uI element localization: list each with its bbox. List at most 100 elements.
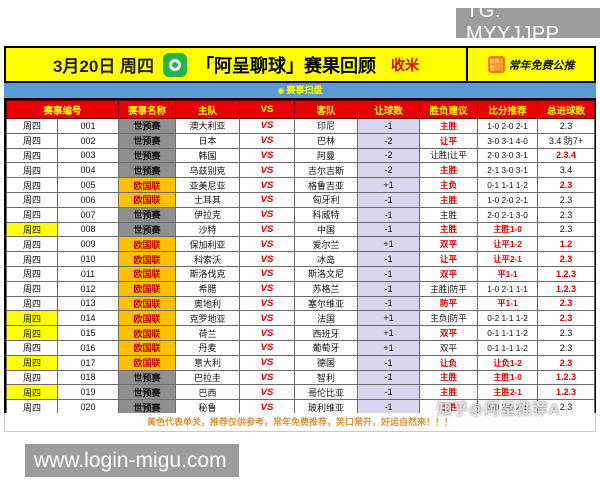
table-row: 周四 012 欧国联 希腊 VS 苏格兰 -1 主胜|防平 1-0 2-1 1-1 1.2.3 <box>6 280 596 297</box>
table-row: 周四 011 欧国联 斯洛伐克 VS 斯洛文尼 -1 双平 平1-1 1.2.3 <box>6 265 596 282</box>
cell-number: 009 <box>56 236 120 253</box>
cell-total-goals: 2.3 <box>537 251 596 267</box>
cell-day: 周四 <box>6 221 58 238</box>
title-banner: 3月20日 周四 「阿呈聊球」赛果回顾 收米 公众号 常年免费公推 <box>4 46 596 83</box>
cell-day: 周四 <box>6 339 58 356</box>
cell-away-team: 苏格兰 <box>294 280 359 297</box>
table-row: 周四 015 欧国联 荷兰 VS 西班牙 +1 双平 0-1 1-1 1-2 2.3 <box>6 325 596 341</box>
app-logo-icon <box>163 52 188 77</box>
cell-number: 017 <box>56 354 120 371</box>
official-account-text: 常年免费公推 <box>508 59 575 72</box>
cell-advice: 主胜 <box>419 118 479 134</box>
cell-score-tip: 平1-1 <box>477 265 539 282</box>
cell-day: 周四 <box>6 206 58 223</box>
cell-day: 周四 <box>6 369 58 386</box>
header-total-goals: 总进球数 <box>537 100 596 119</box>
cell-number: 016 <box>56 339 120 356</box>
cell-total-goals: 2.3 <box>537 118 596 134</box>
cell-number: 005 <box>56 177 120 193</box>
cell-number: 003 <box>56 147 120 164</box>
cell-score-tip: 0-1 1-1 1-2 <box>477 177 539 193</box>
swirl-glyph <box>169 58 182 71</box>
cell-away-team: 阿曼 <box>294 147 359 164</box>
vs-label: VS <box>239 162 296 179</box>
vs-label: VS <box>239 280 296 297</box>
cell-score-tip: 1-0 2-1 1-1 <box>477 280 539 297</box>
cell-score-tip: 0-2 1-1 1-2 <box>477 310 539 327</box>
cell-advice: 主胜 <box>419 191 479 208</box>
cell-total-goals: 2.3 <box>537 221 596 238</box>
table-row: 周四 007 世预赛 伊拉克 VS 科威特 -1 主胜 2-0 2-1 3-0 2.3 <box>6 206 596 223</box>
cell-handicap: -2 <box>357 162 421 179</box>
cell-away-team: 格鲁吉亚 <box>294 177 359 193</box>
cell-total-goals: 3.4 防7+ <box>537 132 596 149</box>
table-row: 周四 005 欧国联 亚美尼亚 VS 格鲁吉亚 +1 主负 0-1 1-1 1-2 2.3 <box>6 177 596 193</box>
vs-label: VS <box>239 339 296 356</box>
cell-advice: 让负 <box>419 354 479 371</box>
cell-total-goals: 1.2.3 <box>537 265 596 282</box>
cell-advice: 让平 <box>419 132 479 149</box>
cell-league: 世预赛 <box>118 162 177 179</box>
vs-label: VS <box>239 177 296 193</box>
cell-day: 周四 <box>6 251 58 267</box>
vs-label: VS <box>239 118 296 134</box>
table-row: 周四 014 欧国联 克罗地亚 VS 法国 +1 主负|防平 0-2 1-1 1-2 2.3 <box>6 310 596 327</box>
cell-league: 欧国联 <box>118 177 177 193</box>
header-score-tip: 比分推荐 <box>477 100 539 119</box>
cell-away-team: 中国 <box>294 221 359 238</box>
shoumi-tag: 收米 <box>391 56 420 73</box>
table-row: 周四 020 世预赛 秘鲁 VS 玻利维亚 -1 主胜 1-0 2-0 2-1 2.3 <box>6 399 596 415</box>
cell-day: 周四 <box>6 265 58 282</box>
cell-advice: 让平 <box>419 251 479 267</box>
cell-away-team: 吉尔吉斯 <box>294 162 359 179</box>
cell-home-team: 科索沃 <box>175 251 241 267</box>
table-row: 周四 013 欧国联 奥地利 VS 塞尔维亚 -1 防平 平1-1 2.3 <box>6 295 596 312</box>
cell-league: 世预赛 <box>118 206 177 223</box>
cell-advice: 双平 <box>419 339 479 356</box>
cell-day: 周四 <box>6 354 58 371</box>
vs-label: VS <box>239 147 296 164</box>
cell-day: 周四 <box>6 191 58 208</box>
vs-label: VS <box>239 325 296 341</box>
cell-league: 欧国联 <box>118 280 177 297</box>
cell-number: 002 <box>56 132 120 149</box>
cell-number: 014 <box>56 310 120 327</box>
cell-advice: 双平 <box>419 325 479 341</box>
cell-total-goals: 1.2 <box>537 236 596 253</box>
cell-day: 周四 <box>6 280 58 297</box>
zhihu-watermark: 知乎@阿呈推荐A <box>437 401 561 418</box>
cell-league: 世预赛 <box>118 369 177 386</box>
cell-number: 020 <box>56 399 120 415</box>
cell-handicap: -1 <box>357 265 421 282</box>
cell-day: 周四 <box>6 162 58 179</box>
table-row: 周四 017 欧国联 意大利 VS 德国 -1 让负 让负1-2 2.3 <box>6 354 596 371</box>
site-watermark: www.login-migu.com <box>25 444 239 477</box>
cell-away-team: 印尼 <box>294 118 359 134</box>
cell-number: 010 <box>56 251 120 267</box>
cell-handicap: -1 <box>357 206 421 223</box>
cell-total-goals: 3.4 <box>537 162 596 179</box>
cell-handicap: -1 <box>357 295 421 312</box>
table-row: 周四 010 欧国联 科索沃 VS 冰岛 -1 让平 让平2-1 2.3 <box>6 251 596 267</box>
header-home-team: 主队 <box>175 100 241 119</box>
header-away-team: 客队 <box>294 100 359 119</box>
cell-score-tip: 让平2-1 <box>477 251 539 267</box>
cell-home-team: 意大利 <box>175 354 241 371</box>
table-row: 周四 002 世预赛 日本 VS 巴林 -2 让平 3-0 3-1 4-0 3.4 防7+ <box>6 132 596 149</box>
cell-handicap: +1 <box>357 177 421 193</box>
cell-home-team: 巴拉圭 <box>175 369 241 386</box>
cell-score-tip: 0-1 1-1 1-2 <box>477 325 539 341</box>
cell-number: 004 <box>56 162 120 179</box>
cell-day: 周四 <box>6 132 58 149</box>
vs-label: VS <box>239 132 296 149</box>
cell-handicap: +1 <box>357 325 421 341</box>
cell-home-team: 斯洛伐克 <box>175 265 241 282</box>
cell-league: 欧国联 <box>118 354 177 371</box>
vs-label: VS <box>239 354 296 371</box>
cell-home-team: 巴西 <box>175 384 241 401</box>
cell-home-team: 韩国 <box>175 147 241 164</box>
cell-home-team: 乌兹别克 <box>175 162 241 179</box>
cell-number: 006 <box>56 191 120 208</box>
cell-total-goals: 2.3 <box>537 177 596 193</box>
footer-note: 黄色代表单关，推荐仅供参考，常年免费推荐，笑口常开，好运自然来！！！ <box>4 413 596 432</box>
